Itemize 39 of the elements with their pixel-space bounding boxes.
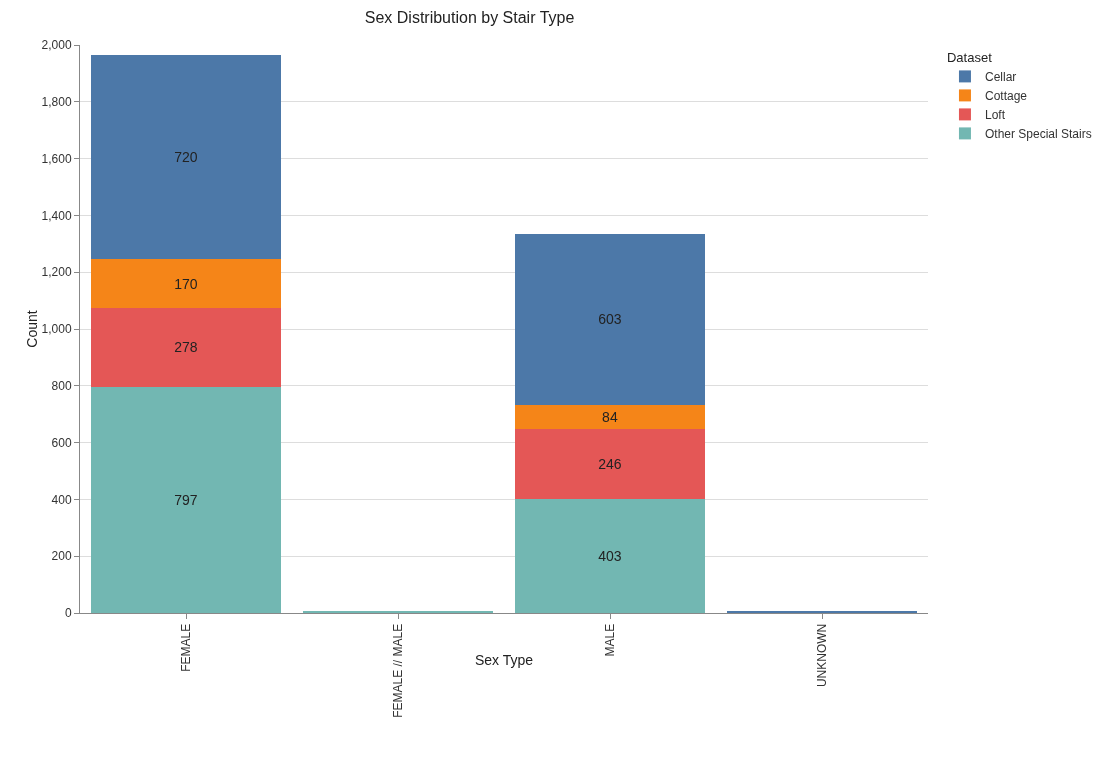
x-tick-label: FEMALE // MALE — [390, 623, 405, 718]
y-tick-label: 1,200 — [41, 265, 72, 280]
bar — [90, 307, 282, 387]
y-tick-label: 400 — [51, 492, 72, 507]
y-tick-label: 2,000 — [41, 38, 72, 53]
bar — [514, 428, 706, 499]
y-tick-label: 600 — [51, 435, 72, 450]
x-tick-label: UNKNOWN — [814, 623, 829, 688]
y-axis-title: Count — [23, 310, 40, 348]
y-tick-label: 200 — [51, 549, 72, 564]
bar — [514, 498, 706, 613]
data-label: 720 — [174, 149, 198, 166]
bar — [90, 386, 282, 613]
y-tick-label: 1,800 — [41, 95, 72, 109]
data-label: 246 — [598, 455, 622, 472]
bar — [514, 404, 706, 429]
x-axis-title: Sex Type — [474, 652, 534, 668]
data-label: 84 — [602, 408, 618, 425]
data-label: 603 — [598, 311, 622, 328]
legend-label: Cottage — [984, 89, 1028, 104]
x-tick-label: MALE — [602, 623, 617, 657]
legend-label: Loft — [984, 108, 1006, 123]
data-label: 797 — [174, 491, 198, 508]
y-tick-label: 1,400 — [41, 208, 72, 223]
legend-label: Other Special Stairs — [984, 127, 1092, 142]
chart-title: Sex Distribution by Stair Type — [364, 8, 575, 26]
data-label: 403 — [598, 547, 622, 564]
data-label: 170 — [174, 275, 198, 292]
y-tick-label: 800 — [51, 379, 72, 393]
y-tick-label: 1,000 — [41, 322, 72, 337]
x-tick-label: FEMALE — [178, 623, 193, 672]
bar — [514, 233, 706, 405]
legend-label: Cellar — [984, 70, 1017, 85]
legend-title: Dataset — [946, 49, 993, 65]
y-tick-label: 0 — [64, 606, 72, 621]
bar — [90, 54, 282, 260]
bar — [90, 259, 282, 308]
y-tick-label: 1,600 — [41, 151, 72, 166]
data-label: 278 — [174, 339, 198, 356]
